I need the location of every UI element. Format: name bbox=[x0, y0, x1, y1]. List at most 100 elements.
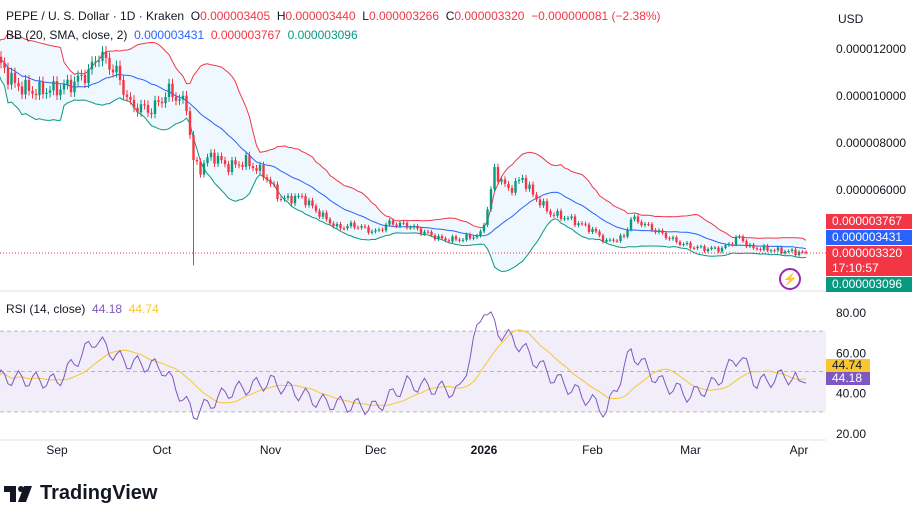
candle-body bbox=[335, 224, 339, 227]
low-label: L bbox=[362, 9, 369, 23]
rsi-tick-label: 40.00 bbox=[836, 387, 866, 401]
candle-body bbox=[332, 223, 335, 227]
candle-body bbox=[598, 231, 601, 236]
candle-body bbox=[192, 135, 195, 161]
bb-fill bbox=[0, 33, 806, 272]
candle-body bbox=[87, 69, 90, 84]
rsi-tag: 44.18 bbox=[826, 372, 870, 385]
candle-body bbox=[349, 222, 353, 227]
candle-body bbox=[566, 218, 570, 220]
candle-body bbox=[52, 81, 55, 91]
symbol-title[interactable]: PEPE / U. S. Dollar · 1D · Kraken bbox=[6, 9, 185, 23]
candle-body bbox=[104, 51, 108, 58]
candle-body bbox=[423, 231, 426, 234]
time-tick-label: 2026 bbox=[471, 443, 498, 457]
candle-body bbox=[150, 112, 153, 115]
candle-body bbox=[199, 161, 202, 175]
candle-body bbox=[391, 220, 395, 225]
bb-basis: 0.000003431 bbox=[134, 28, 205, 42]
price-tick-label: 0.000012000 bbox=[836, 42, 906, 56]
candle-body bbox=[202, 163, 206, 175]
candle-body bbox=[426, 231, 430, 233]
candle-body bbox=[171, 83, 174, 97]
candle-body bbox=[283, 197, 286, 200]
currency-button[interactable]: USD bbox=[838, 12, 864, 26]
candle-body bbox=[699, 246, 703, 248]
candle-body bbox=[10, 72, 13, 85]
candle-body bbox=[615, 240, 619, 242]
candle-body bbox=[90, 61, 94, 70]
rsi-tick-label: 60.00 bbox=[836, 346, 866, 360]
candle-body bbox=[559, 210, 563, 219]
candle-body bbox=[108, 57, 111, 70]
candle-body bbox=[640, 221, 643, 226]
bb-basis-tag: 0.000003431 bbox=[826, 230, 912, 245]
candle-body bbox=[311, 200, 314, 206]
candle-body bbox=[451, 236, 454, 242]
candle-body bbox=[682, 244, 685, 246]
candle-body bbox=[388, 220, 391, 225]
rsi-line bbox=[0, 311, 807, 421]
candle-body bbox=[178, 99, 181, 101]
change-value: −0.000000081 (−2.38%) bbox=[531, 9, 661, 23]
candle-body bbox=[731, 243, 734, 245]
rsi-legend: RSI (14, close) 44.18 44.74 bbox=[6, 302, 159, 316]
bb-label[interactable]: BB (20, SMA, close, 2) bbox=[6, 28, 128, 42]
rsi-label[interactable]: RSI (14, close) bbox=[6, 302, 86, 316]
bb-lower: 0.000003096 bbox=[287, 28, 358, 42]
bb-basis-line bbox=[0, 58, 807, 250]
candle-body bbox=[286, 195, 290, 198]
candle-body bbox=[601, 235, 605, 242]
candle-body bbox=[55, 81, 59, 96]
open-label: O bbox=[190, 9, 201, 23]
candle-body bbox=[111, 69, 115, 73]
tradingview-logo[interactable]: TradingView bbox=[4, 482, 157, 505]
candle-body bbox=[356, 227, 360, 229]
candle-body bbox=[769, 250, 773, 252]
candle-body bbox=[675, 237, 678, 242]
candle-body bbox=[773, 250, 776, 252]
candle-body bbox=[521, 177, 524, 180]
candle-body bbox=[447, 240, 451, 242]
candle-body bbox=[160, 101, 164, 104]
candle-body bbox=[360, 226, 363, 228]
candle-body bbox=[125, 94, 129, 97]
candle-body bbox=[419, 228, 423, 234]
candle-body bbox=[132, 99, 136, 108]
candle-body bbox=[685, 242, 689, 245]
candle-body bbox=[461, 239, 465, 241]
candle-body bbox=[265, 177, 269, 180]
candle-body bbox=[307, 200, 311, 206]
candle-body bbox=[654, 230, 657, 233]
candle-body bbox=[213, 152, 216, 164]
low-value: 0.000003266 bbox=[368, 9, 440, 23]
candle-body bbox=[489, 189, 493, 210]
candle-body bbox=[440, 235, 444, 239]
candle-body bbox=[402, 222, 405, 224]
candle-body bbox=[325, 212, 328, 220]
candle-body bbox=[409, 227, 412, 229]
candle-body bbox=[766, 245, 769, 251]
candle-body bbox=[493, 167, 496, 190]
candle-body bbox=[31, 90, 34, 94]
lightning-icon[interactable]: ⚡ bbox=[779, 268, 801, 290]
candle-body bbox=[363, 226, 367, 228]
candle-body bbox=[0, 56, 3, 63]
candle-body bbox=[188, 111, 192, 136]
high-label: H bbox=[276, 9, 286, 23]
candle-body bbox=[608, 239, 612, 241]
candle-body bbox=[671, 237, 675, 239]
candle-body bbox=[293, 196, 297, 204]
candle-body bbox=[584, 223, 587, 225]
chart-canvas[interactable]: 0.000012000 0.000010000 0.000008000 0.00000… bbox=[0, 0, 912, 470]
candle-body bbox=[101, 51, 104, 61]
candle-body bbox=[633, 216, 636, 220]
candle-body bbox=[381, 229, 384, 231]
candle-body bbox=[500, 179, 503, 182]
candle-body bbox=[643, 224, 647, 226]
candle-body bbox=[713, 247, 717, 249]
candle-body bbox=[545, 201, 549, 212]
candle-body bbox=[678, 241, 682, 245]
candle-body bbox=[62, 84, 66, 90]
candle-body bbox=[94, 61, 97, 63]
